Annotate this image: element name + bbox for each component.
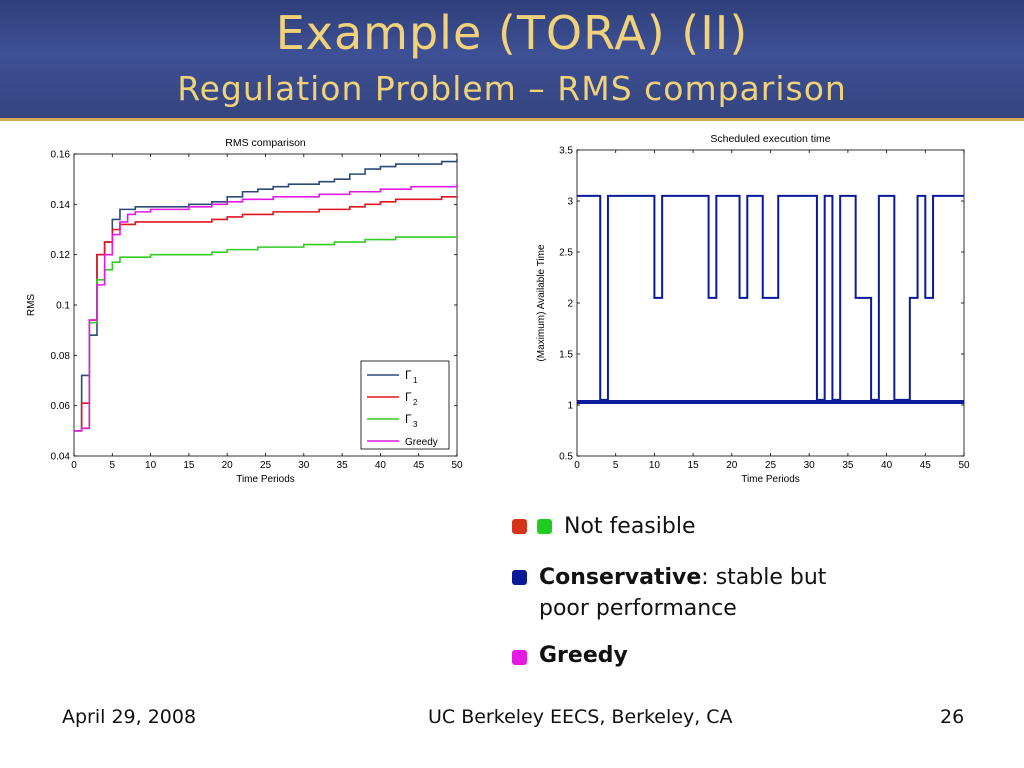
y-tick-label: 2.5 [559,248,573,259]
series-line-1 [577,194,964,401]
title-divider [0,118,1024,121]
x-tick-label: 25 [260,460,272,471]
x-axis-label: Time Periods [741,474,800,485]
series-line-3 [74,236,457,432]
bullet-text: : stable but poor performance [539,565,827,621]
legend-label: Γ [405,368,412,382]
y-tick-label: 3 [567,197,573,208]
x-tick-label: 20 [726,460,738,471]
y-tick-label: 0.16 [51,150,71,161]
chart-title: RMS comparison [225,137,306,149]
bullet-bold: Greedy [539,643,628,668]
green-square-icon [537,519,552,534]
x-tick-label: 15 [183,460,195,471]
legend-subscript: 2 [413,398,418,407]
x-tick-label: 30 [298,460,310,471]
legend-subscript: 1 [413,376,418,385]
x-tick-label: 45 [920,460,932,471]
series-line-4 [74,184,458,432]
x-tick-label: 50 [451,460,463,471]
slide-subtitle: Regulation Problem – RMS comparison [177,69,847,108]
x-tick-label: 30 [804,460,816,471]
slide-title: Example (TORA) (II) [275,6,749,60]
y-tick-label: 0.04 [51,452,71,463]
x-axis-label: Time Periods [236,474,295,485]
x-tick-label: 0 [574,460,580,471]
x-tick-label: 10 [649,460,661,471]
red-square-icon [512,519,527,534]
x-tick-label: 20 [222,460,234,471]
bullet-body: Greedy [539,640,628,671]
legend-label: Γ [405,412,412,426]
y-tick-label: 0.5 [559,452,573,463]
y-tick-label: 1 [567,401,573,412]
x-tick-label: 40 [881,460,893,471]
x-tick-label: 5 [613,460,619,471]
footer-institution: UC Berkeley EECS, Berkeley, CA [428,706,733,728]
bullet-bold: Conservative [539,565,702,590]
y-axis-label: (Maximum) Available Time [536,244,547,362]
chart-title: Scheduled execution time [710,133,830,145]
bullet-text: Not feasible [564,514,696,539]
scheduled-execution-chart: Scheduled execution time 0 5 10 15 20 25 30 35 40… [536,133,970,485]
series-line-2 [74,195,457,432]
legend-label: Γ [405,390,412,404]
magenta-square-icon [512,650,527,665]
plot-frame [576,149,965,457]
x-tick-label: 15 [688,460,700,471]
y-tick-label: 0.14 [51,200,71,211]
y-tick-label: 0.1 [56,301,70,312]
x-tick-label: 45 [413,460,425,471]
footer-date: April 29, 2008 [62,706,197,728]
x-tick-label: 0 [71,460,77,471]
y-tick-label: 3.5 [559,146,573,157]
y-tick-label: 2 [567,299,573,310]
x-tick-label: 25 [765,460,777,471]
footer-page-number: 26 [940,706,965,728]
rms-comparison-chart: RMS comparison 0 5 10 15 20 25 30 35 40 45 50 0.04 0.… [26,137,463,485]
y-tick-label: 0.08 [51,351,71,362]
x-tick-label: 5 [110,460,116,471]
x-tick-label: 35 [842,460,854,471]
y-tick-label: 1.5 [559,350,573,361]
y-tick-label: 0.06 [51,401,71,412]
x-tick-label: 35 [337,460,349,471]
x-tick-label: 50 [958,460,970,471]
x-tick-label: 40 [375,460,387,471]
legend-label: Greedy [405,437,438,448]
x-tick-label: 10 [145,460,157,471]
legend-subscript: 3 [413,420,418,429]
y-axis-label: RMS [26,294,37,317]
bullet-body: Conservative: stable but poor performanc… [539,562,869,624]
y-tick-label: 0.12 [51,250,71,261]
title-banner [0,0,1024,118]
blue-square-icon [512,570,527,585]
